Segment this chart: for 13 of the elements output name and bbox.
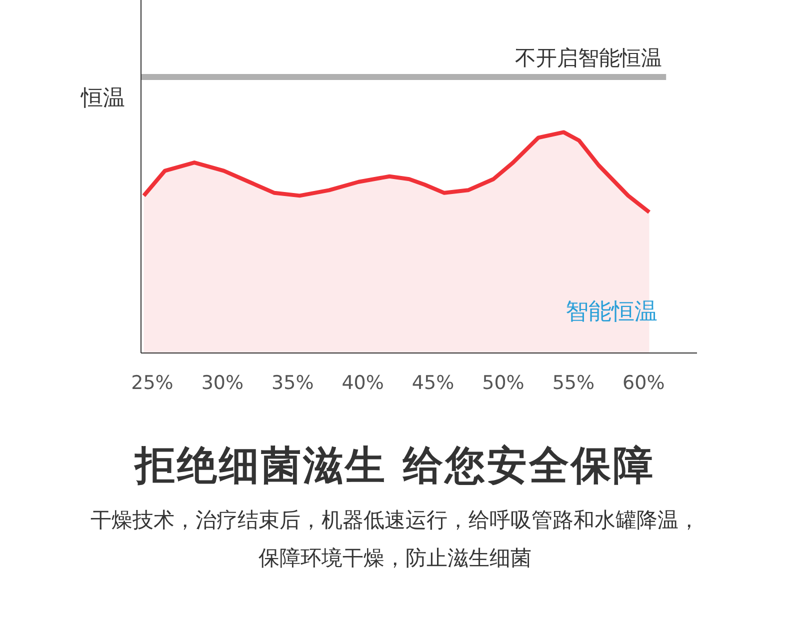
text: 干燥技术，治疗结束后，机器低速运行，给呼吸管路和水罐降温，保障环境干燥，防止滋生细菌 bbox=[90, 507, 700, 572]
y-axis-title: 恒温 bbox=[80, 86, 125, 111]
x-tick-label: 50% bbox=[482, 372, 524, 394]
text: 拒绝细菌滋生 给您安全保障 bbox=[133, 442, 656, 491]
series-label: 不开启智能恒温 bbox=[515, 46, 662, 70]
x-tick-label: 35% bbox=[272, 372, 314, 394]
x-tick-label: 25% bbox=[131, 372, 174, 394]
series-label: 智能恒温 bbox=[565, 299, 658, 325]
x-tick-label: 40% bbox=[342, 372, 384, 394]
x-tick-label: 45% bbox=[412, 372, 454, 394]
x-tick-label: 30% bbox=[201, 372, 244, 394]
x-tick-label: 55% bbox=[552, 372, 595, 394]
x-tick-label: 60% bbox=[622, 372, 665, 394]
